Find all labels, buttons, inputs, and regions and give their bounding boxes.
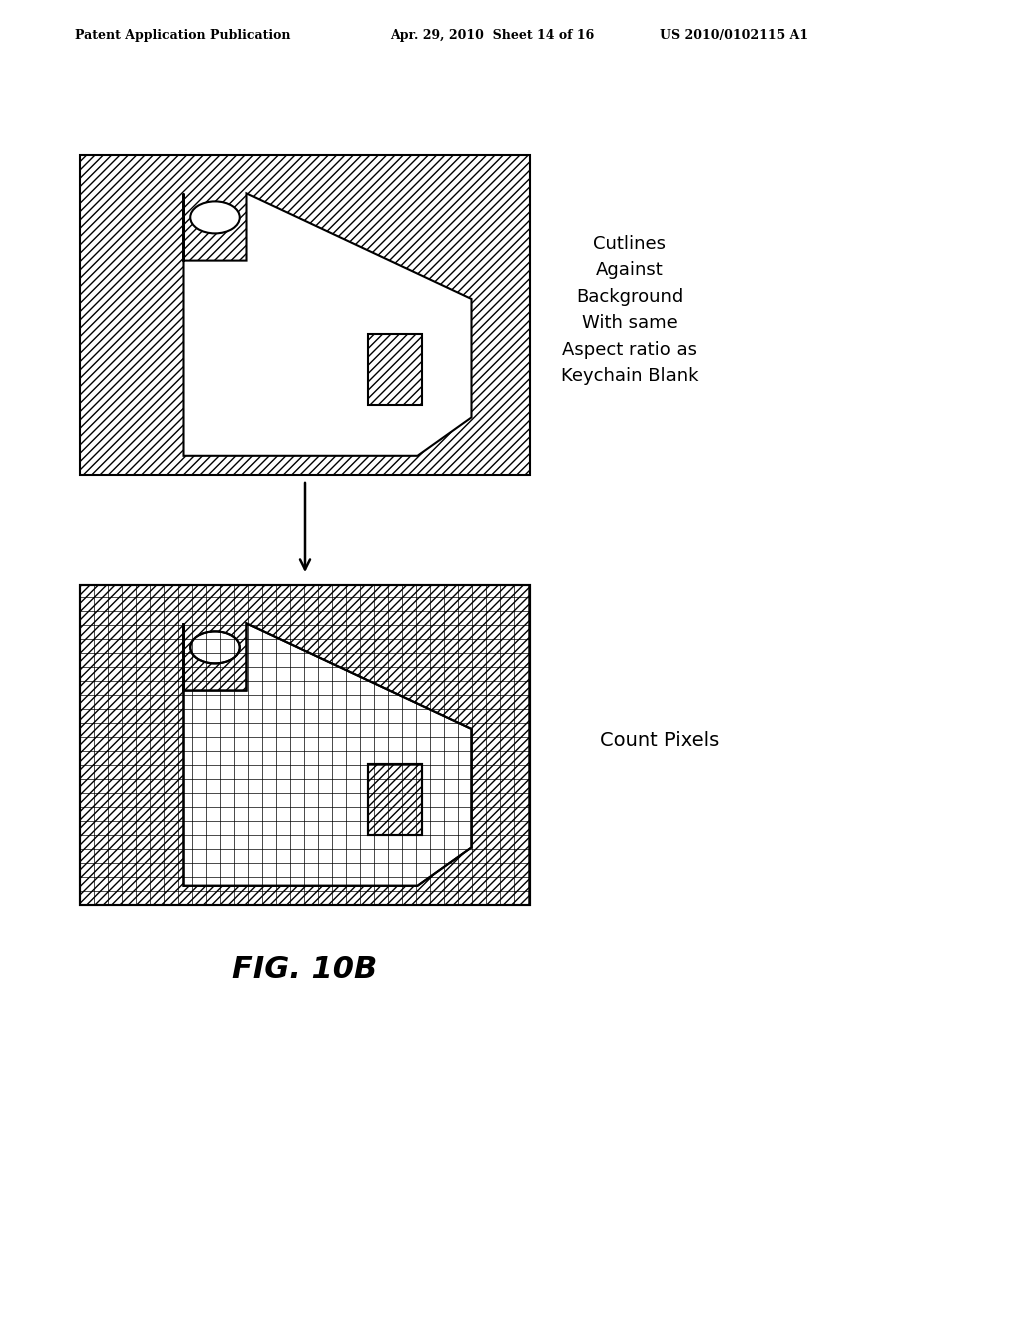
Polygon shape [183, 194, 471, 455]
Text: Cutlines
Against
Background
With same
Aspect ratio as
Keychain Blank: Cutlines Against Background With same As… [561, 235, 698, 385]
Bar [80, 585, 530, 906]
Ellipse shape [190, 631, 240, 664]
Text: Patent Application Publication: Patent Application Publication [75, 29, 291, 41]
Text: Apr. 29, 2010  Sheet 14 of 16: Apr. 29, 2010 Sheet 14 of 16 [390, 29, 594, 41]
Bar [368, 334, 422, 405]
Text: FIG. 10B: FIG. 10B [232, 956, 378, 985]
Bar [368, 764, 422, 834]
Bar [80, 585, 530, 906]
Text: Count Pixels: Count Pixels [600, 730, 719, 750]
Ellipse shape [190, 202, 240, 234]
Text: US 2010/0102115 A1: US 2010/0102115 A1 [660, 29, 808, 41]
Polygon shape [183, 623, 471, 886]
Bar [80, 154, 530, 475]
Bar [368, 764, 422, 834]
